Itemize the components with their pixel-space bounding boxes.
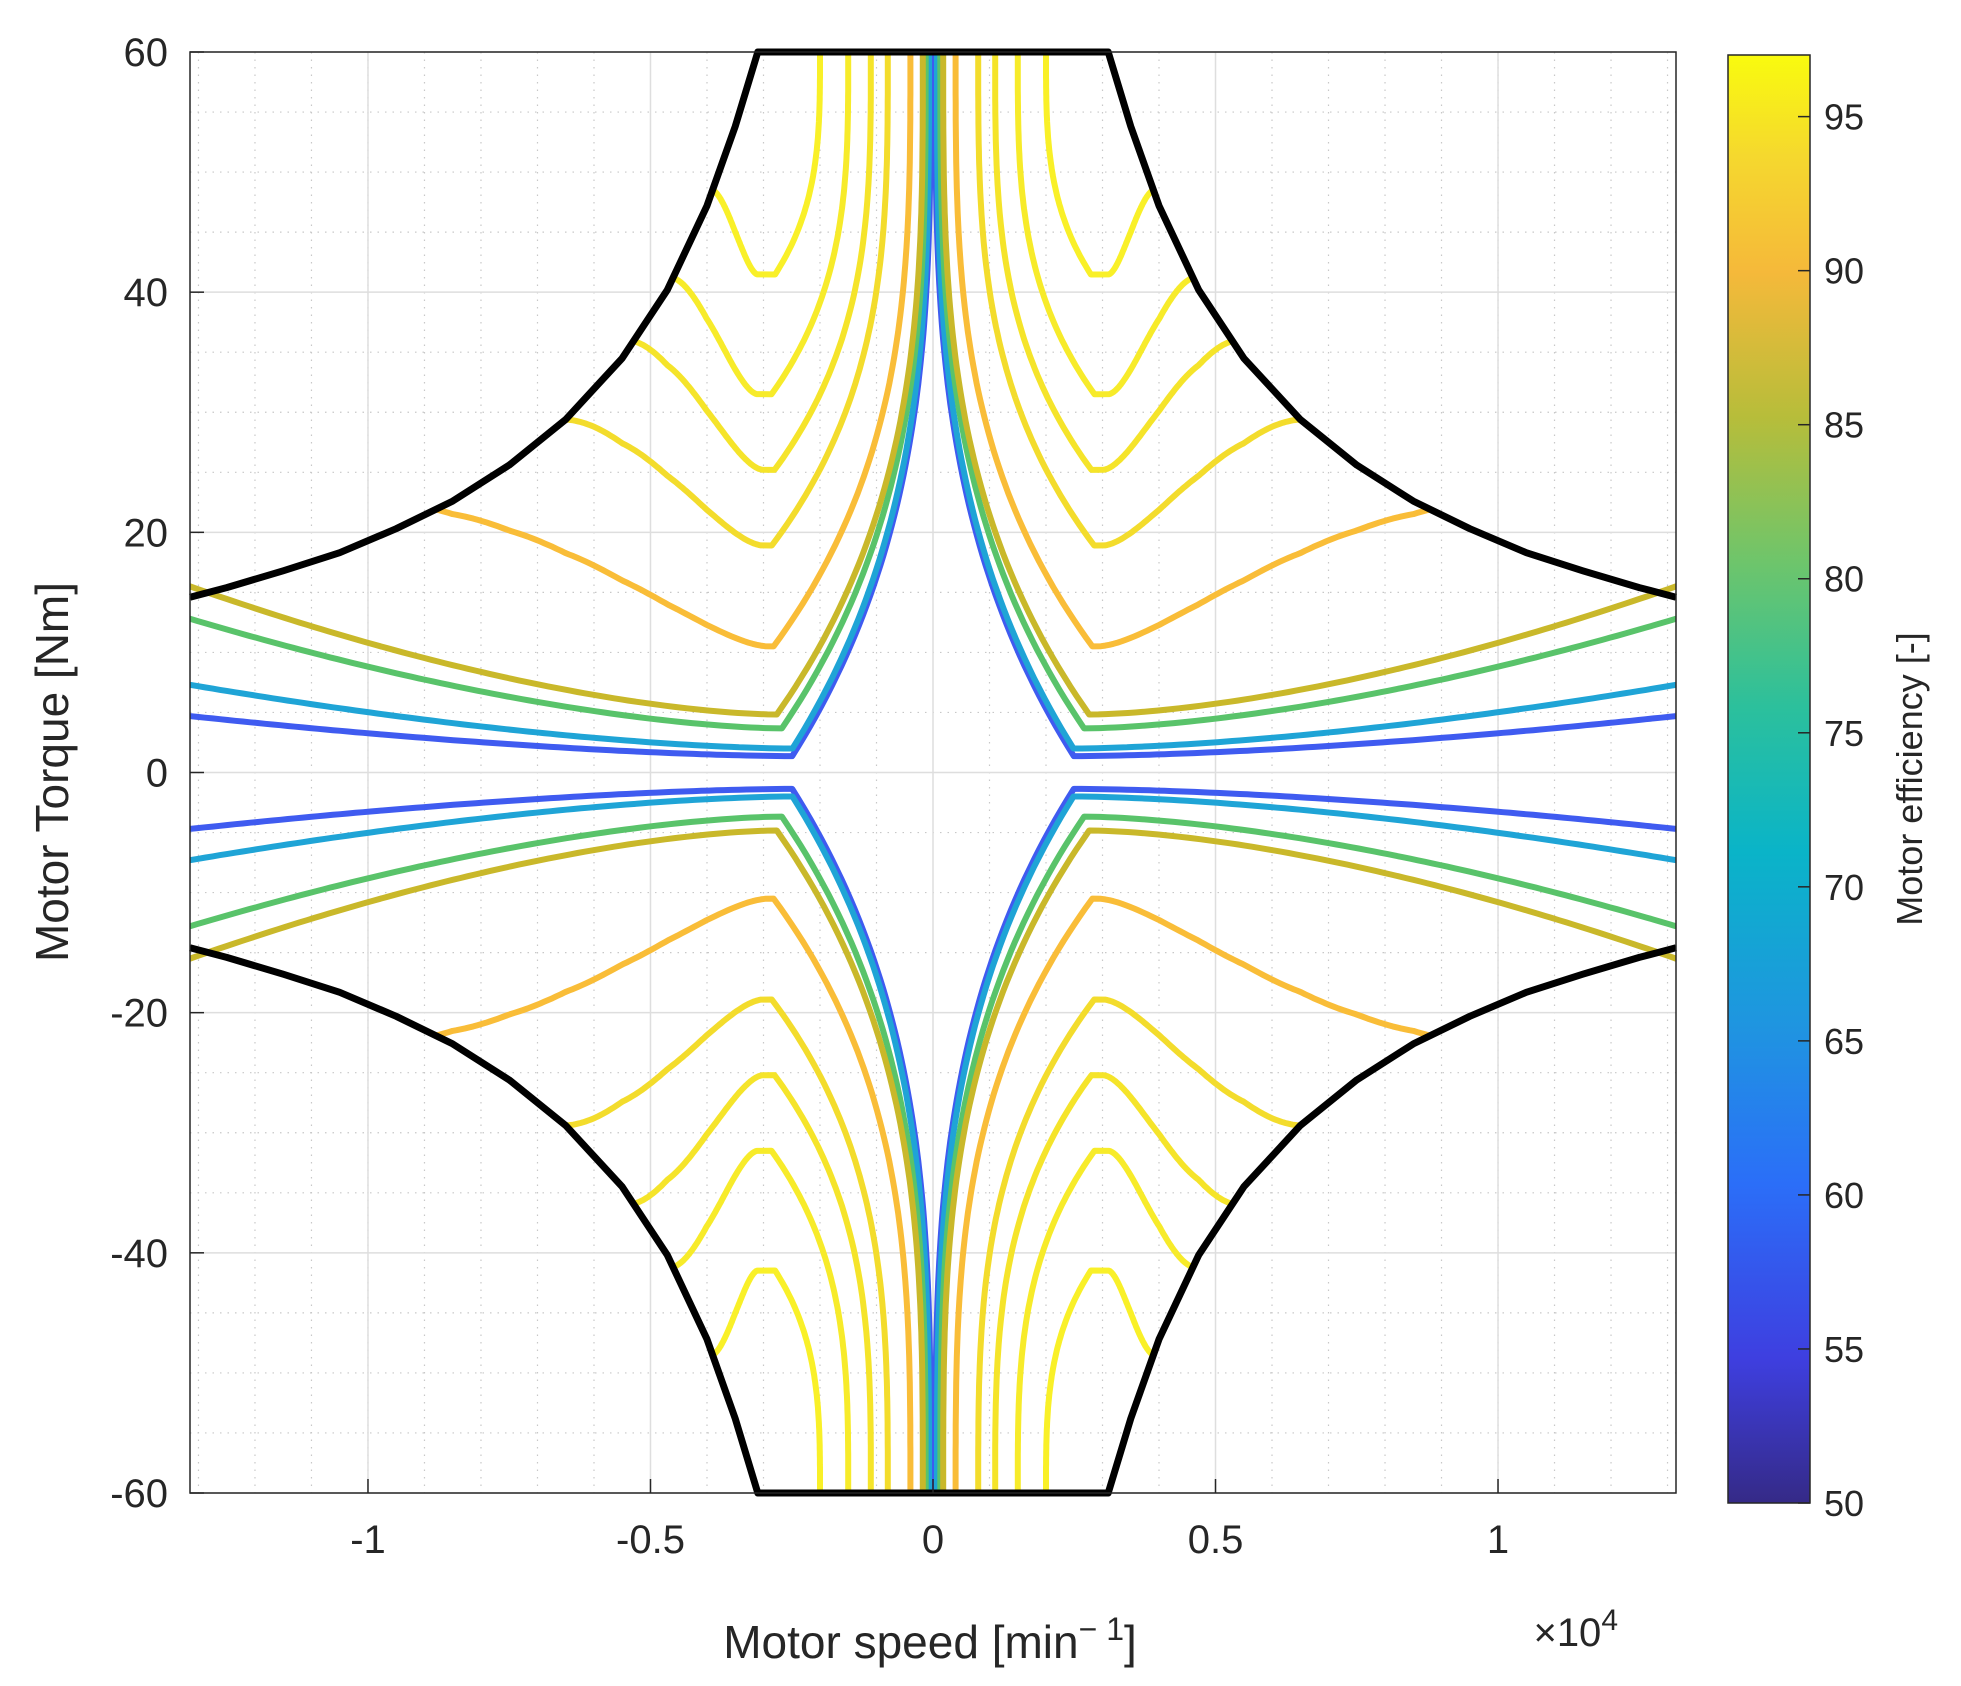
contour-67 <box>934 793 1676 1493</box>
contour-96 <box>709 1267 823 1493</box>
contour-93 <box>975 996 1304 1493</box>
contour-94 <box>992 52 1236 473</box>
contour-94 <box>992 1072 1236 1493</box>
contour-90 <box>952 52 1434 650</box>
x-axis-multiplier-exponent: 4 <box>1601 1604 1618 1637</box>
y-tick-label: 0 <box>146 752 168 796</box>
contour-90 <box>952 895 1434 1493</box>
contour-67 <box>190 52 932 752</box>
colorbar-tick-label: 90 <box>1824 251 1864 292</box>
contour-96 <box>1043 52 1157 278</box>
contour-96 <box>709 52 823 278</box>
contour-86 <box>940 827 1676 1493</box>
contour-95 <box>670 52 852 398</box>
y-tick-label: -40 <box>110 1232 168 1276</box>
colorbar-label: Motor efficiency [-] <box>1889 632 1930 925</box>
contour-95 <box>1014 52 1196 398</box>
y-tick-label: -60 <box>110 1472 168 1516</box>
y-tick-label: -20 <box>110 992 168 1036</box>
colorbar <box>1727 54 1811 1504</box>
colorbar-tick-label: 95 <box>1824 97 1864 138</box>
x-tick-label: 0 <box>922 1518 944 1562</box>
contour-80 <box>937 52 1676 732</box>
contour-90 <box>432 52 914 650</box>
y-axis-label: Motor Torque [Nm] <box>26 582 78 962</box>
contour-80 <box>937 813 1676 1493</box>
x-axis-label: Motor speed [min− 1] <box>723 1611 1137 1668</box>
contour-86 <box>940 52 1676 718</box>
contour-lines <box>190 52 1676 1493</box>
colorbar-tick-label: 70 <box>1824 867 1864 908</box>
x-axis-multiplier-base: ×10 <box>1533 1611 1601 1655</box>
colorbar-tick-label: 50 <box>1824 1483 1864 1524</box>
contour-93 <box>975 52 1304 549</box>
contour-93 <box>562 996 891 1493</box>
contour-67 <box>190 793 932 1493</box>
contour-90 <box>432 895 914 1493</box>
y-tick-label: 60 <box>124 31 169 75</box>
contour-95 <box>670 1147 852 1493</box>
contour-80 <box>190 813 929 1493</box>
contour-93 <box>562 52 891 549</box>
colorbar-ticks: 50 55 60 65 70 75 80 85 90 95 <box>1798 97 1864 1524</box>
contour-67 <box>934 52 1676 752</box>
colorbar-tick-label: 80 <box>1824 559 1864 600</box>
contour-94 <box>630 52 874 473</box>
contour-86 <box>190 827 926 1493</box>
x-axis-label-close: ] <box>1124 1616 1137 1668</box>
contour-96 <box>1043 1267 1157 1493</box>
colorbar-tick-label: 75 <box>1824 713 1864 754</box>
x-axis-label-main: Motor speed [min <box>723 1616 1078 1668</box>
contour-95 <box>1014 1147 1196 1493</box>
colorbar-tick-label: 65 <box>1824 1021 1864 1062</box>
x-axis-multiplier: ×104 <box>1533 1604 1618 1655</box>
y-tick-label: 20 <box>124 511 169 555</box>
y-tick-label: 40 <box>124 271 169 315</box>
colorbar-tick-label: 85 <box>1824 405 1864 446</box>
colorbar-tick-label: 55 <box>1824 1329 1864 1370</box>
x-axis-label-superscript: − 1 <box>1079 1611 1124 1647</box>
colorbar-tick-label: 60 <box>1824 1175 1864 1216</box>
x-tick-label: -1 <box>350 1518 386 1562</box>
y-axis-ticks: -60 -40 -20 0 20 40 60 <box>110 31 204 1516</box>
x-axis-ticks: -1 -0.5 0 0.5 1 <box>350 1479 1509 1562</box>
contour-94 <box>630 1072 874 1493</box>
x-tick-label: 1 <box>1487 1518 1509 1562</box>
contour-80 <box>190 52 929 732</box>
x-tick-label: 0.5 <box>1188 1518 1244 1562</box>
x-tick-label: -0.5 <box>616 1518 685 1562</box>
contour-86 <box>190 52 926 718</box>
